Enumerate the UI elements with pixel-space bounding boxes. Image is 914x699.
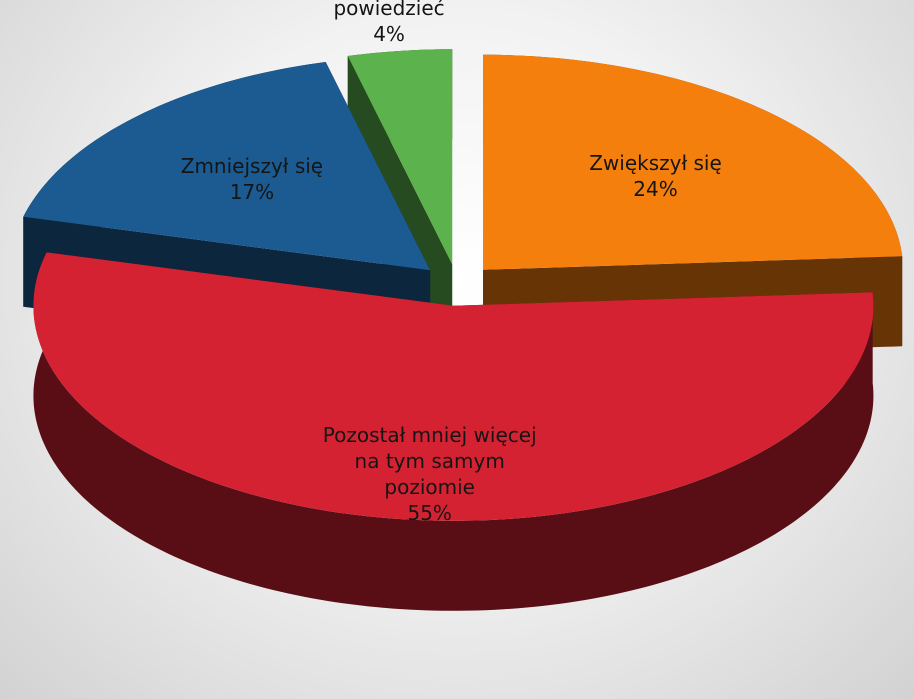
category-label: Zwiększył się bbox=[589, 150, 722, 175]
slice-top bbox=[483, 54, 903, 270]
value-label: 4% bbox=[373, 22, 405, 47]
value-label: 24% bbox=[633, 176, 678, 201]
category-label: Nie wiem, trudno powiedzieć bbox=[333, 0, 445, 21]
category-label: Pozostał mniej więcej na tym samym pozio… bbox=[322, 423, 537, 500]
slice-label: Zmniejszył się 17% bbox=[132, 153, 372, 205]
slice-wall bbox=[33, 252, 874, 611]
slice-top bbox=[33, 252, 874, 521]
slice-label: Pozostał mniej więcej na tym samym pozio… bbox=[310, 422, 550, 526]
slice-top bbox=[23, 61, 431, 271]
slice bbox=[33, 252, 874, 611]
slice-label: Zwiększył się 24% bbox=[536, 150, 776, 202]
value-label: 17% bbox=[229, 180, 275, 204]
value-label: 55% bbox=[407, 501, 452, 526]
category-label: Zmniejszył się bbox=[180, 154, 324, 178]
slice-top bbox=[347, 49, 453, 265]
